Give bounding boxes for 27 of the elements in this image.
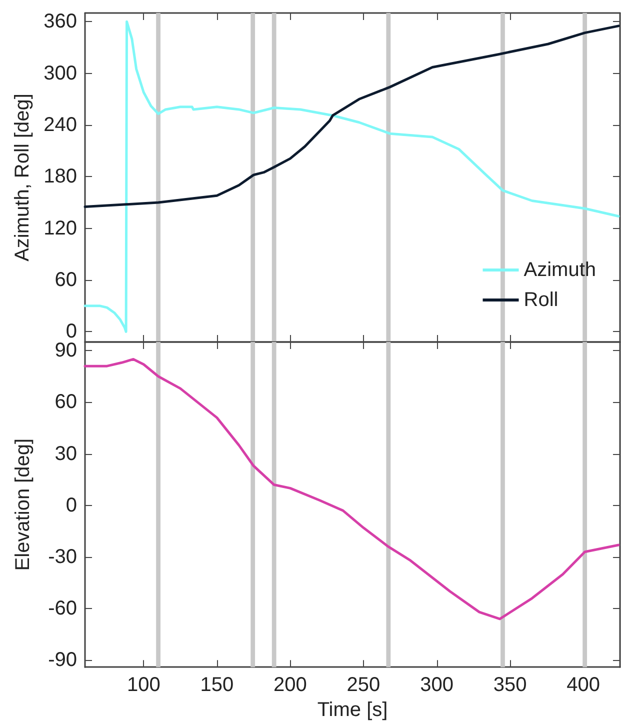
y-tick-label: 30	[54, 442, 77, 465]
x-tick-label: 400	[566, 674, 600, 696]
y-tick-label: 360	[44, 10, 77, 33]
y-tick-label: -90	[48, 649, 77, 672]
y-tick-label: 300	[44, 62, 77, 84]
y-tick-label: -30	[48, 546, 77, 568]
x-tick-label: 300	[420, 674, 454, 696]
line-series	[84, 24, 620, 208]
line-series	[84, 20, 620, 333]
x-tick-label: 350	[493, 674, 527, 696]
legend-label: Azimuth	[524, 259, 596, 281]
x-tick-label: 100	[126, 674, 160, 696]
x-tick-label: 250	[346, 674, 380, 696]
x-tick-label: 150	[200, 674, 234, 696]
y-axis-title: Azimuth, Roll [deg]	[12, 94, 34, 262]
y-axis-title: Elevation [deg]	[12, 438, 34, 571]
y-tick-label: 60	[54, 391, 77, 414]
y-tick-label: 0	[66, 494, 77, 516]
y-tick-label: 240	[44, 114, 77, 136]
y-tick-label: 120	[44, 217, 77, 240]
legend-label: Roll	[524, 289, 558, 311]
x-axis-title: Time [s]	[317, 699, 388, 721]
line-series	[84, 358, 620, 620]
x-tick-label: 200	[274, 674, 307, 696]
y-tick-label: 60	[54, 268, 77, 291]
y-tick-label: -60	[48, 598, 77, 620]
y-tick-label: 180	[44, 166, 77, 188]
